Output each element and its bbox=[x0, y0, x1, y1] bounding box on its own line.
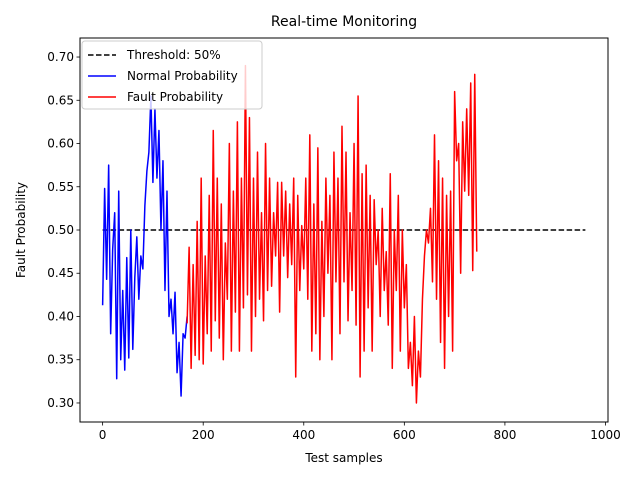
legend: Threshold: 50% Normal Probability Fault … bbox=[81, 40, 263, 110]
plot-area bbox=[101, 64, 586, 404]
legend-fault-label: Fault Probability bbox=[127, 90, 223, 104]
legend-threshold-label: Threshold: 50% bbox=[126, 48, 221, 62]
legend-normal-label: Normal Probability bbox=[127, 69, 238, 83]
x-tick-label: 1000 bbox=[590, 428, 621, 442]
y-tick-label: 0.65 bbox=[47, 93, 74, 107]
x-tick-label: 800 bbox=[493, 428, 516, 442]
chart-title: Real-time Monitoring bbox=[271, 14, 417, 30]
y-axis-label: Fault Probability bbox=[14, 182, 28, 278]
y-tick-label: 0.55 bbox=[47, 180, 74, 194]
y-tick-label: 0.40 bbox=[47, 309, 74, 323]
x-axis-label: Test samples bbox=[304, 451, 382, 465]
y-tick-label: 0.45 bbox=[47, 266, 74, 280]
x-axis: 0 200 400 600 800 1000 bbox=[99, 422, 621, 442]
y-tick-label: 0.60 bbox=[47, 137, 74, 151]
y-tick-label: 0.50 bbox=[47, 223, 74, 237]
y-tick-label: 0.70 bbox=[47, 50, 74, 64]
y-axis: 0.30 0.35 0.40 0.45 0.50 0.55 0.60 0.65 0.70 bbox=[47, 50, 80, 410]
x-tick-label: 200 bbox=[192, 428, 215, 442]
x-tick-label: 400 bbox=[292, 428, 315, 442]
x-tick-label: 600 bbox=[393, 428, 416, 442]
legend-box bbox=[81, 40, 263, 110]
y-tick-label: 0.35 bbox=[47, 353, 74, 367]
normal-probability-line bbox=[101, 95, 188, 397]
y-tick-label: 0.30 bbox=[47, 396, 74, 410]
series-layer bbox=[101, 64, 586, 404]
fault-probability-line bbox=[186, 64, 478, 404]
x-tick-label: 0 bbox=[99, 428, 107, 442]
